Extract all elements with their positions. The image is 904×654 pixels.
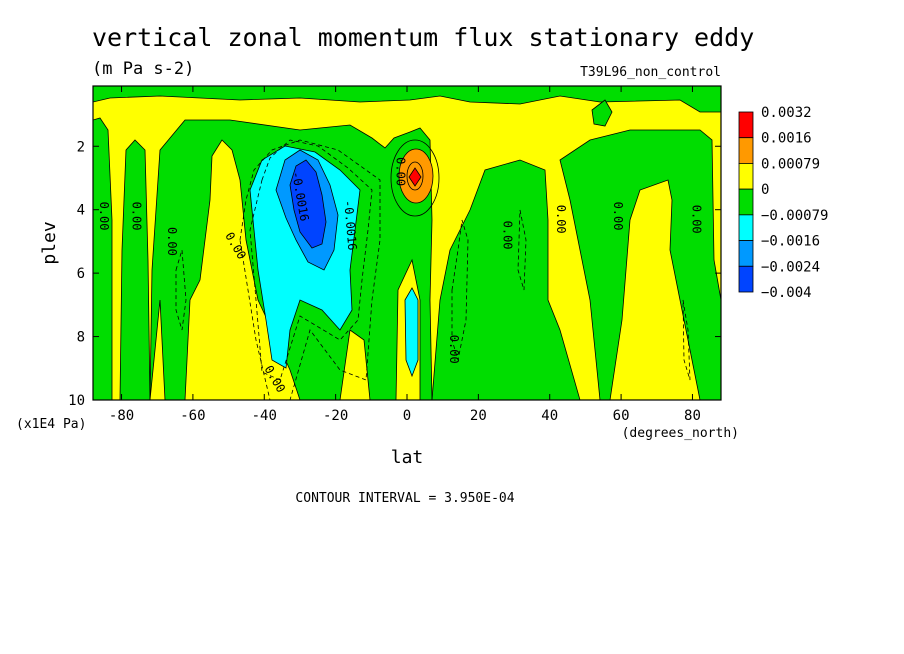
colorbar: 0.0032 0.0016 0.00079 0 −0.00079 −0.0016 −0.00…: [738, 105, 828, 301]
x-tick-label: 0: [403, 408, 411, 424]
contour-label: -0.0016: [341, 199, 359, 251]
colorbar-level-label: 0: [761, 182, 769, 198]
colorbar-level-label: −0.0016: [761, 234, 820, 250]
contour-label: 0.00: [500, 221, 514, 250]
contour-label: 0.00: [393, 157, 407, 186]
green-region-equator-east: [431, 159, 581, 400]
colorbar-swatch: [738, 265, 754, 293]
contour-label: 0.00: [689, 205, 703, 234]
x-tick-label: -80: [109, 408, 134, 424]
contour-label: 0.00: [554, 205, 568, 234]
y-tick-label: 8: [77, 330, 85, 346]
y-axis-units: (x1E4 Pa): [16, 417, 86, 432]
contour-label: 0.00: [165, 227, 179, 256]
red-core: [408, 167, 422, 187]
y-tick-label: 4: [77, 203, 85, 219]
colorbar-level-label: −0.004: [761, 285, 812, 301]
y-axis-label: plev: [39, 221, 60, 264]
x-tick-label: 40: [541, 408, 558, 424]
colorbar-level-label: 0.0032: [761, 105, 812, 121]
green-region-top-right-blob: [591, 99, 613, 127]
positive-outer-contour: [390, 139, 440, 217]
colorbar-level-label: 0.00079: [761, 156, 820, 172]
colorbar-level-label: −0.00079: [761, 208, 828, 224]
x-tick-label: 60: [613, 408, 630, 424]
green-region-far-west: [93, 117, 113, 400]
colorbar-swatch: [738, 137, 754, 164]
x-tick-label: 80: [684, 408, 701, 424]
chart-units: (m Pa s-2): [92, 59, 194, 79]
x-axis-label: lat: [391, 447, 424, 468]
orange-inner-contour: [406, 161, 424, 191]
colorbar-swatch: [738, 214, 754, 241]
blue-region-core: [289, 159, 327, 249]
contour-field: [93, 86, 721, 400]
x-tick-label: -20: [323, 408, 348, 424]
y-tick-label: 10: [68, 393, 85, 409]
colorbar-swatch: [738, 240, 754, 267]
chart-title: vertical zonal momentum flux stationary …: [92, 23, 754, 52]
green-region-top-strip: [93, 86, 721, 113]
cyan-region-equator: [404, 287, 419, 378]
y-axis-ticks: 2 4 6 8 10: [68, 139, 721, 409]
colorbar-swatch: [738, 163, 754, 190]
contour-label: 0.00: [129, 202, 143, 231]
y-tick-label: 6: [77, 266, 85, 282]
dataset-label: T39L96_non_control: [580, 65, 721, 80]
colorbar-level-label: −0.0024: [761, 259, 820, 275]
colorbar-swatch: [738, 111, 754, 139]
negative-dashed-contours: [175, 139, 691, 400]
x-tick-label: 20: [470, 408, 487, 424]
contour-interval-note: CONTOUR INTERVAL = 3.950E-04: [295, 491, 514, 506]
y-tick-label: 2: [77, 139, 85, 155]
green-region-left: [119, 139, 151, 400]
green-region-east: [559, 129, 721, 400]
contour-label: 0.00: [611, 202, 625, 231]
x-axis-ticks: -80 -60 -40 -20 0 20 40 60 80: [109, 86, 701, 424]
contour-label: 0.00: [447, 335, 461, 364]
x-tick-label: -40: [252, 408, 277, 424]
x-tick-label: -60: [180, 408, 205, 424]
colorbar-swatch: [738, 188, 754, 216]
colorbar-level-label: 0.0016: [761, 131, 812, 147]
x-axis-units: (degrees_north): [622, 426, 739, 441]
contour-label: 0.00: [97, 202, 111, 231]
